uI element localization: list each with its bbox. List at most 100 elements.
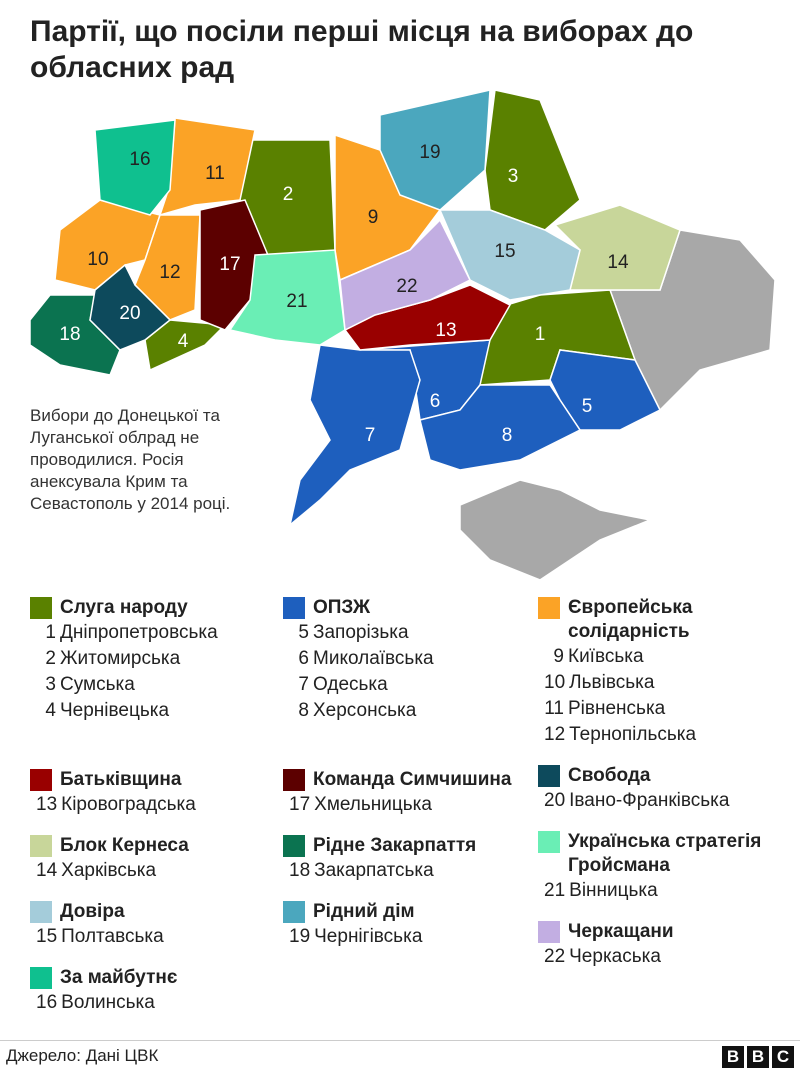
region-number: 20: [544, 790, 566, 811]
party-name: Черкащани: [568, 921, 674, 942]
party-name: Батьківщина: [60, 769, 182, 790]
legend-swatch: [283, 901, 305, 923]
legend-region: 15 Полтавська: [30, 924, 290, 950]
region-name: Полтавська: [61, 926, 164, 947]
legend-region: 11 Рівненська: [538, 696, 798, 722]
legend-region: 4 Чернівецька: [30, 698, 290, 724]
legend-party: Черкащани: [538, 920, 798, 944]
region-number: 16: [36, 992, 58, 1013]
party-name: Рідне Закарпаття: [313, 835, 477, 856]
legend-region: 14 Харківська: [30, 858, 290, 884]
legend-region: 7 Одеська: [283, 672, 543, 698]
region-label: 15: [494, 241, 515, 262]
region-label: 8: [502, 425, 513, 446]
legend-swatch: [30, 901, 52, 923]
legend-region: 18 Закарпатська: [283, 858, 543, 884]
legend-region: 5 Запорізька: [283, 620, 543, 646]
legend-group: ОПЗЖ 5 Запорізька 6 Миколаївська 7 Одеська 8 Хер…: [283, 596, 543, 724]
legend-party: Свобода: [538, 764, 798, 788]
party-name: Довіра: [60, 901, 125, 922]
region-name: Хмельницька: [314, 794, 432, 815]
region-name: Миколаївська: [313, 648, 434, 669]
legend-party: Українська стратегія Гройсмана: [538, 830, 798, 878]
region-crimea-no-election: [459, 479, 653, 581]
region-name: Закарпатська: [314, 860, 434, 881]
legend-swatch: [30, 967, 52, 989]
region-number: 17: [289, 794, 311, 815]
party-name: Блок Кернеса: [60, 835, 189, 856]
region-label: 16: [129, 149, 150, 170]
region-number: 13: [36, 794, 58, 815]
legend-column: Слуга народу 1 Дніпропетровська 2 Житомирськ…: [30, 596, 290, 1032]
party-name: ОПЗЖ: [313, 597, 371, 618]
region-label: 18: [59, 324, 80, 345]
legend-region: 21 Вінницька: [538, 878, 798, 904]
region-label: 17: [219, 254, 240, 275]
legend-group: За майбутнє 16 Волинська: [30, 966, 290, 1016]
region-15: [438, 209, 581, 301]
legend-region: 12 Тернопільська: [538, 722, 798, 748]
region-8: [419, 384, 582, 471]
region-name: Чернівецька: [60, 700, 170, 721]
region-name: Сумська: [60, 674, 135, 695]
region-label: 6: [430, 391, 441, 412]
region-label: 3: [508, 166, 519, 187]
region-number: 19: [289, 926, 311, 947]
legend-region: 3 Сумська: [30, 672, 290, 698]
legend-group: Рідний дім 19 Чернігівська: [283, 900, 543, 950]
legend-group: Блок Кернеса 14 Харківська: [30, 834, 290, 884]
region-name: Вінницька: [569, 880, 658, 901]
legend-swatch: [538, 831, 560, 853]
region-name: Харківська: [61, 860, 157, 881]
region-label: 21: [286, 291, 307, 312]
region-number: 8: [298, 700, 309, 721]
party-name: Слуга народу: [60, 597, 188, 618]
region-number: 2: [45, 648, 56, 669]
legend-party: Рідне Закарпаття: [283, 834, 543, 858]
legend-swatch: [538, 765, 560, 787]
party-name: Свобода: [568, 765, 651, 786]
legend-party: ОПЗЖ: [283, 596, 543, 620]
party-name: Українська стратегія Гройсмана: [568, 831, 762, 876]
region-number: 15: [36, 926, 58, 947]
region-name: Дніпропетровська: [60, 622, 218, 643]
region-number: 11: [544, 698, 564, 719]
source: Джерело: Дані ЦВК: [6, 1046, 159, 1065]
region-7: [288, 344, 421, 527]
region-label: 10: [87, 249, 108, 270]
region-name: Одеська: [313, 674, 388, 695]
legend-region: 20 Івано-Франківська: [538, 788, 798, 814]
legend-party: Слуга народу: [30, 596, 290, 620]
region-number: 1: [45, 622, 56, 643]
region-number: 18: [289, 860, 311, 881]
region-number: 14: [36, 860, 58, 881]
region-number: 6: [298, 648, 309, 669]
legend-swatch: [538, 921, 560, 943]
party-name: Команда Симчишина: [313, 769, 512, 790]
page-title: Партії, що посіли перші місця на виборах…: [30, 15, 694, 84]
region-label: 5: [582, 396, 593, 417]
region-name: Київська: [568, 646, 644, 667]
region-label: 9: [368, 207, 379, 228]
legend-swatch: [30, 835, 52, 857]
map-note: Вибори до Донецької та Луганської облрад…: [30, 406, 231, 513]
legend-party: За майбутнє: [30, 966, 290, 990]
region-number: 21: [544, 880, 566, 901]
legend-party: Блок Кернеса: [30, 834, 290, 858]
region-name: Чернігівська: [314, 926, 423, 947]
legend-party: Європейська солідарність: [538, 596, 798, 644]
region-label: 11: [205, 163, 225, 184]
legend-swatch: [283, 597, 305, 619]
region-number: 9: [553, 646, 564, 667]
legend-region: 1 Дніпропетровська: [30, 620, 290, 646]
legend-swatch: [30, 597, 52, 619]
legend-group: Черкащани 22 Черкаська: [538, 920, 798, 970]
region-name: Херсонська: [313, 700, 417, 721]
region-label: 14: [607, 252, 629, 273]
legend-region: 19 Чернігівська: [283, 924, 543, 950]
legend-group: Батьківщина 13 Кіровоградська: [30, 768, 290, 818]
legend-column: ОПЗЖ 5 Запорізька 6 Миколаївська 7 Одеська 8 Хер…: [283, 596, 543, 966]
region-label: 1: [535, 324, 546, 345]
